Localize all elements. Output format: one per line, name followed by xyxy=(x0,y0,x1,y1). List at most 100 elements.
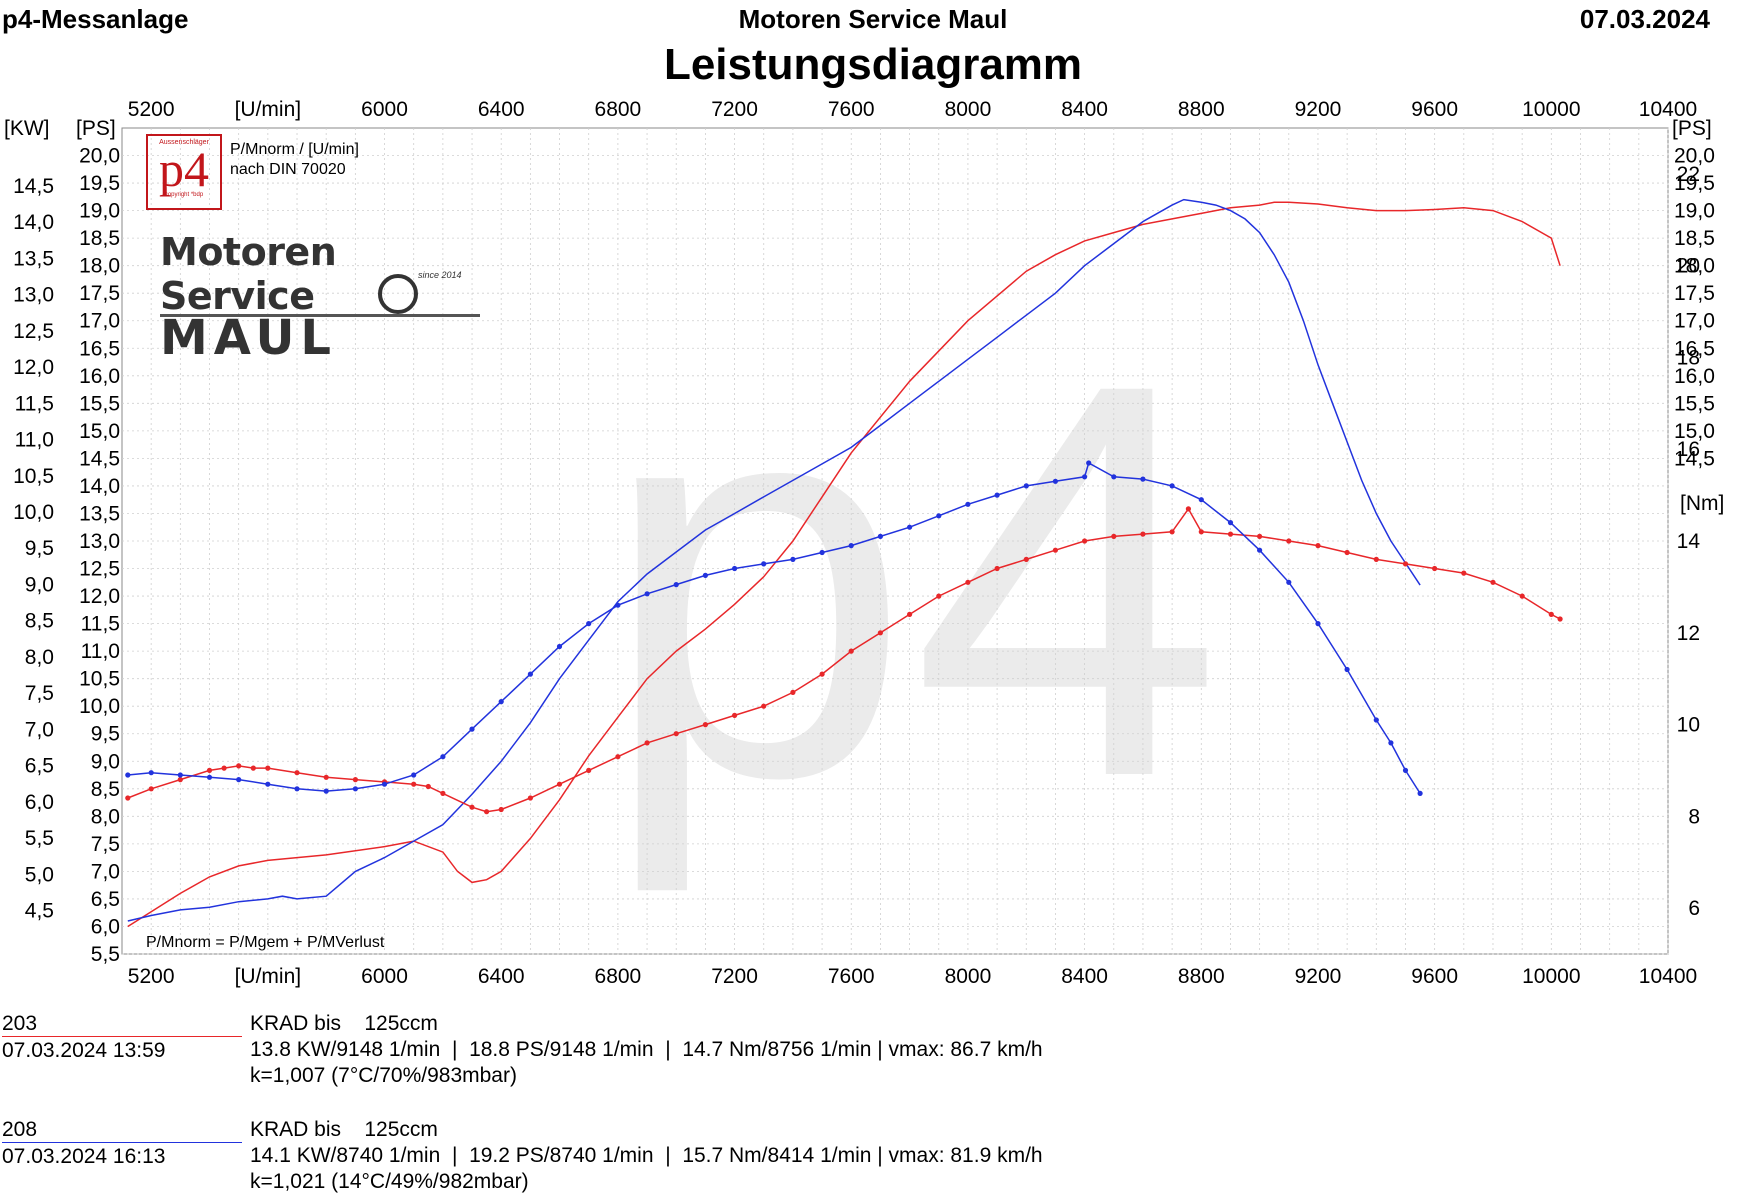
data-point-203-torque xyxy=(411,781,417,787)
ps-tick-label-left: 18,5 xyxy=(79,227,120,250)
data-point-203-torque xyxy=(1432,565,1438,572)
bearing-icon xyxy=(378,274,418,314)
ps-tick-label-right: 16,0 xyxy=(1674,365,1715,388)
ps-tick-label-right: 18,0 xyxy=(1674,255,1715,278)
data-point-208-torque xyxy=(1344,666,1350,673)
logo-since: since 2014 xyxy=(418,270,462,280)
data-point-203-torque xyxy=(615,754,621,760)
ps-tick-label-left: 7,5 xyxy=(91,833,120,856)
kw-tick-label: 9,5 xyxy=(25,537,54,560)
data-point-203-torque xyxy=(877,630,884,636)
data-point-208-torque xyxy=(790,556,796,563)
ps-tick-label-left: 6,0 xyxy=(91,915,120,938)
ps-tick-label-left: 12,5 xyxy=(79,558,120,581)
data-point-203-torque xyxy=(352,777,358,783)
data-point-208-torque xyxy=(673,582,679,588)
data-point-203-torque xyxy=(1548,611,1554,618)
kw-tick-label: 6,0 xyxy=(25,791,54,814)
nm-axis-label: [Nm] xyxy=(1680,492,1724,515)
data-point-203-torque xyxy=(236,763,242,769)
data-point-203-torque xyxy=(484,809,490,815)
data-point-203-torque xyxy=(994,565,1000,572)
x-unit-label-top: [U/min] xyxy=(235,98,302,121)
logo-line1: Motoren Service xyxy=(160,230,337,318)
data-point-208-torque xyxy=(965,501,971,507)
ps-tick-label-right: 14,5 xyxy=(1674,447,1715,470)
data-point-203-torque xyxy=(1490,579,1496,585)
data-point-208-torque xyxy=(148,770,154,776)
data-point-208-torque xyxy=(1417,790,1423,797)
data-point-203-torque xyxy=(556,781,563,787)
motoren-service-maul-logo: Motoren Service MAUL since 2014 xyxy=(160,230,480,366)
data-point-203-torque xyxy=(1557,616,1563,622)
ps-tick-label-left: 15,5 xyxy=(79,392,120,415)
x-tick-bottom: 8400 xyxy=(1061,965,1108,988)
data-point-203-torque xyxy=(644,740,650,746)
data-point-203-torque xyxy=(1082,538,1088,544)
ps-tick-label-left: 9,0 xyxy=(91,750,120,773)
data-point-208-torque xyxy=(469,726,475,732)
ps-tick-label-right: 15,5 xyxy=(1674,392,1715,415)
data-point-203-torque xyxy=(1140,531,1146,537)
curve-type-note: P/Mnorm / [U/min] nach DIN 70020 xyxy=(230,140,359,180)
data-point-203-torque xyxy=(177,777,183,783)
x-tick-bottom: 6000 xyxy=(361,965,408,988)
nm-tick-label: 22 xyxy=(1677,163,1700,186)
ps-tick-label-left: 8,5 xyxy=(91,778,120,801)
app-title: p4-Messanlage xyxy=(2,4,189,34)
run-conditions: k=1,021 (14°C/49%/982mbar) xyxy=(250,1170,529,1193)
data-point-203-torque xyxy=(148,786,154,792)
curve-type-line1: P/Mnorm / [U/min] xyxy=(230,141,359,158)
data-point-208-torque xyxy=(352,786,358,792)
data-point-208-torque xyxy=(440,754,446,760)
ps-tick-label-left: 19,0 xyxy=(79,200,120,223)
data-point-208-torque xyxy=(907,524,913,530)
series-line-208-torque xyxy=(127,461,1421,794)
data-point-208-torque xyxy=(498,699,504,705)
data-point-208-torque xyxy=(877,533,884,540)
ps-tick-label-left: 10,0 xyxy=(79,695,120,718)
ps-tick-label-left: 14,0 xyxy=(79,475,120,498)
x-tick-bottom: 6400 xyxy=(478,965,525,988)
run-id: 203 xyxy=(2,1012,38,1035)
stamp-bottom-text: copyright *bdp xyxy=(164,192,204,198)
kw-tick-label: 14,0 xyxy=(13,211,54,234)
data-point-208-torque xyxy=(1315,621,1321,627)
ps-tick-label-left: 5,5 xyxy=(91,943,120,966)
data-point-203-torque xyxy=(907,611,913,618)
data-point-203-torque xyxy=(294,770,300,776)
stamp-top-text: Aussenschläger xyxy=(159,139,209,146)
kw-tick-label: 5,5 xyxy=(25,827,54,850)
x-tick-bottom: 9600 xyxy=(1411,965,1458,988)
series-line-203-torque xyxy=(127,507,1561,813)
x-unit-label-bottom: [U/min] xyxy=(235,965,302,988)
data-point-208-torque xyxy=(556,643,563,650)
kw-tick-label: 14,5 xyxy=(13,175,54,198)
x-tick-top: 7200 xyxy=(711,98,758,121)
kw-tick-label: 13,0 xyxy=(13,284,54,307)
data-point-203-torque xyxy=(702,722,709,728)
data-point-208-torque xyxy=(586,621,592,627)
ps-tick-label-left: 18,0 xyxy=(79,255,120,278)
data-point-203-torque xyxy=(440,790,446,797)
run-color-line xyxy=(2,1036,242,1037)
ps-axis-label-left: [PS] xyxy=(76,117,116,140)
kw-tick-label: 7,5 xyxy=(25,682,54,705)
ps-tick-label-left: 19,5 xyxy=(79,172,120,195)
ps-tick-label-right: 16,5 xyxy=(1674,337,1715,360)
ps-tick-label-right: 19,0 xyxy=(1674,200,1715,223)
curve-type-line2: nach DIN 70020 xyxy=(230,161,346,178)
nm-tick-label: 14 xyxy=(1677,530,1701,553)
kw-tick-label: 5,0 xyxy=(25,863,54,886)
stamp-main-text: p4 xyxy=(159,141,209,197)
logo-line2: MAUL xyxy=(160,310,337,366)
ps-tick-label-left: 14,5 xyxy=(79,447,120,470)
kw-tick-label: 4,5 xyxy=(25,900,54,923)
x-tick-top: 10000 xyxy=(1522,98,1580,121)
data-point-208-torque xyxy=(1373,717,1379,723)
x-tick-top: 6800 xyxy=(595,98,642,121)
data-point-208-torque xyxy=(1388,740,1394,746)
kw-tick-label: 8,0 xyxy=(25,646,54,669)
nm-tick-label: 18 xyxy=(1677,346,1700,369)
data-point-203-torque xyxy=(1373,556,1379,563)
